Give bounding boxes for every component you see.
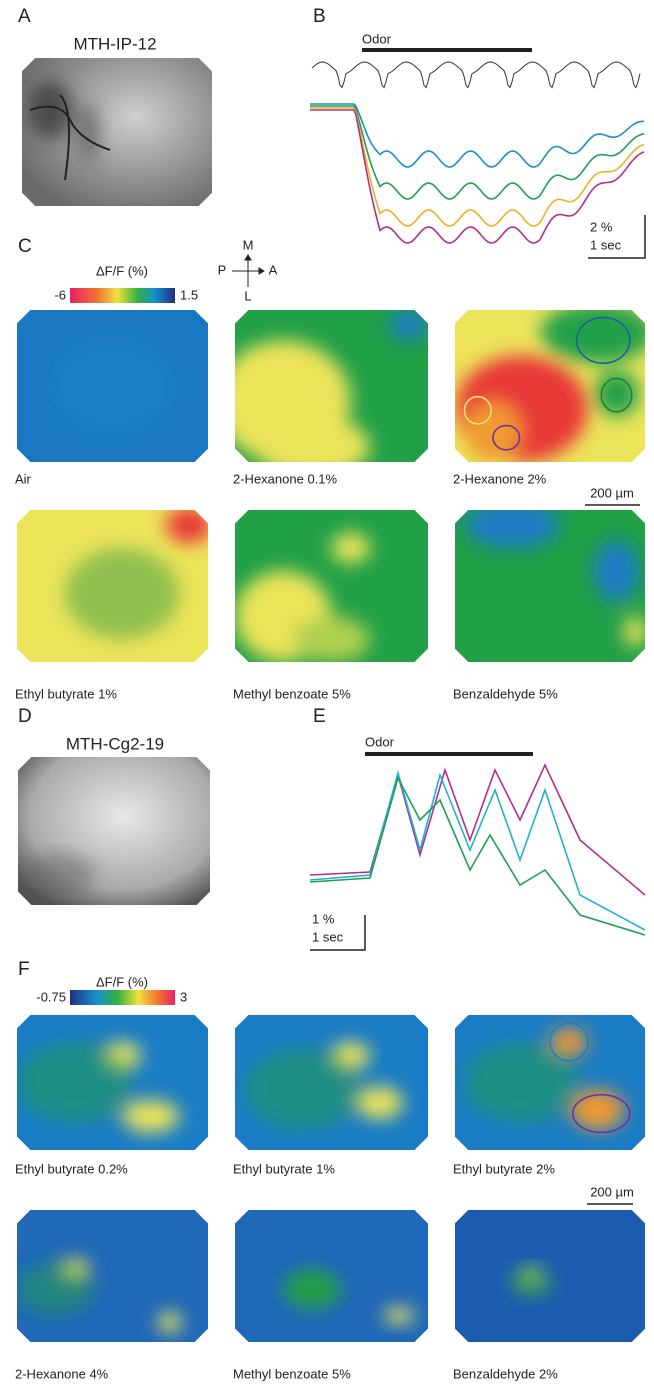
blob [389,310,428,340]
blob [508,1267,554,1299]
blob [79,102,98,161]
scale-y-label: 1 % [312,911,335,926]
map-label: Ethyl butyrate 1% [233,1161,335,1176]
blob [465,1042,579,1123]
stimulus-label: Odor [365,734,395,749]
trace [310,778,645,935]
colorbar [70,288,175,303]
blob [55,340,170,431]
map-label: 2-Hexanone 2% [453,471,547,486]
blob [357,1087,403,1119]
blob [283,1269,341,1309]
orientation-label: P [218,262,227,277]
image [216,310,428,477]
panel-label: E [313,706,326,727]
scale-y-label: 2 % [590,219,613,234]
scale-bar-label: 200 µm [590,485,634,500]
blob [332,533,371,563]
blob [465,502,560,548]
blob [293,616,370,662]
map-label: Methyl benzoate 5% [233,686,351,701]
scale-bar-label: 200 µm [590,1184,634,1199]
panel-label: C [18,236,32,257]
panel-label: B [313,6,326,27]
blob [158,1312,181,1333]
image [455,1210,645,1342]
map-label: Ethyl butyrate 2% [453,1161,555,1176]
map-label: Benzaldehyde 2% [453,1366,558,1381]
blobs [55,340,170,431]
orientation-label: M [243,237,254,252]
blob [594,540,640,601]
stimulus-label: Odor [362,31,392,46]
blob [465,401,522,462]
blob [17,1263,93,1316]
blob [122,1100,179,1132]
figure: A MTH-IP-12 B Odor 2 % 1 sec C ΔF/F (%) … [0,0,654,1385]
blob [17,1042,132,1123]
image [22,58,212,206]
blob [254,416,370,477]
stimulus-bar [365,752,533,756]
blob [384,1308,415,1324]
map-label: 2-Hexanone 0.1% [233,471,338,486]
colorbar-min: -6 [54,287,66,302]
blob [166,507,212,543]
colorbar-title: ΔF/F (%) [96,263,148,278]
colorbar-max: 1.5 [180,287,198,302]
image [455,1015,645,1150]
image [17,1210,208,1342]
colorbar-min: -0.75 [36,989,66,1004]
image [455,302,654,462]
blobs [18,853,95,897]
panel-label: A [18,6,31,27]
blob [18,853,95,897]
trace [310,106,644,199]
trace [312,62,640,88]
image [455,502,647,662]
panel-label: D [18,706,32,727]
map-label: Benzaldehyde 5% [453,686,558,701]
blob [541,302,654,363]
image [235,510,428,662]
colorbar-max: 3 [180,989,187,1004]
map-label: Air [15,471,32,486]
colorbar-title: ΔF/F (%) [96,974,148,989]
image [17,310,208,462]
image [18,757,210,905]
image [17,507,212,662]
scale-x-label: 1 sec [590,237,622,252]
map-label: Ethyl butyrate 1% [15,686,117,701]
blob [624,616,647,646]
orientation-label: A [269,262,278,277]
blob [245,1049,361,1130]
stimulus-bar [362,48,532,52]
blob [65,548,180,639]
image [235,1015,428,1150]
orientation-label: L [244,288,251,303]
image [235,1210,428,1342]
map-label: Ethyl butyrate 0.2% [15,1161,128,1176]
map-label: 2-Hexanone 4% [15,1366,109,1381]
orientation [232,255,264,287]
scale-x-label: 1 sec [312,929,344,944]
map-label: Methyl benzoate 5% [233,1366,351,1381]
panel-title: MTH-Cg2-19 [66,734,164,753]
image [17,1015,208,1150]
panel-title: MTH-IP-12 [73,34,156,53]
colorbar [70,990,175,1005]
panel-label: F [18,959,30,980]
